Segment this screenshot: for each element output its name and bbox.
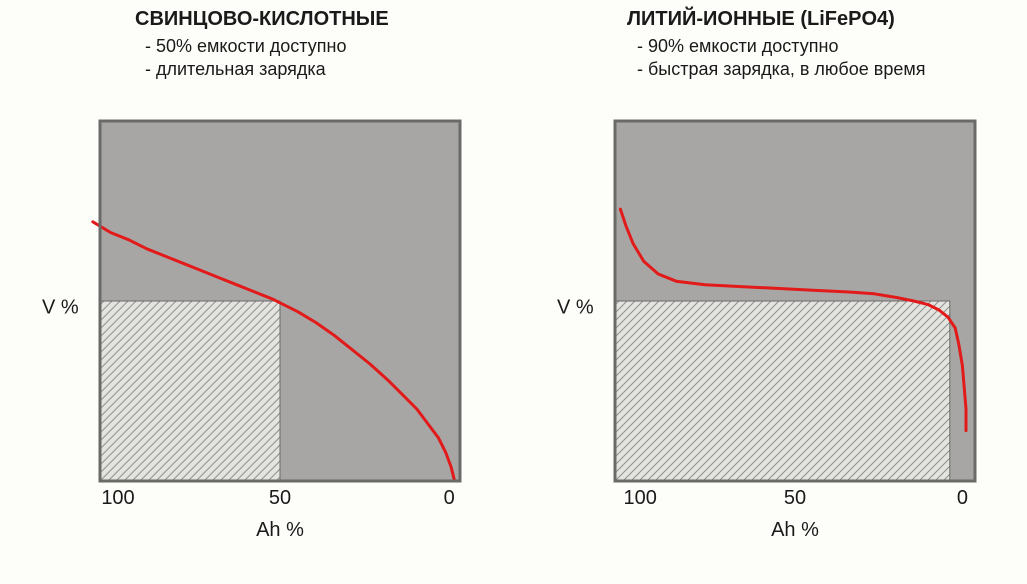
hatch-region xyxy=(100,301,280,481)
x-tick: 100 xyxy=(101,487,134,510)
panel-bullets: - 90% емкости доступно- быстрая зарядка,… xyxy=(637,35,1027,80)
x-tick: 0 xyxy=(957,487,968,510)
x-tick: 0 xyxy=(444,487,455,510)
y-axis-label: V % xyxy=(42,297,79,320)
panel-lead_acid: СВИНЦОВО-КИСЛОТНЫЕ - 50% емкости доступно… xyxy=(0,8,500,80)
panel-bullet: - 50% емкости доступно xyxy=(145,35,500,58)
panel-title: СВИНЦОВО-КИСЛОТНЫЕ xyxy=(135,8,500,31)
x-axis-label: Ah % xyxy=(256,519,304,542)
chart-lead_acid xyxy=(100,121,460,481)
y-axis-label: V % xyxy=(557,297,594,320)
x-tick: 100 xyxy=(624,487,657,510)
chart-lifepo4 xyxy=(615,121,975,481)
panel-bullets: - 50% емкости доступно- длительная заряд… xyxy=(145,35,500,80)
panel-bullet: - 90% емкости доступно xyxy=(637,35,1027,58)
hatch-region xyxy=(615,301,950,481)
x-axis-label: Ah % xyxy=(771,519,819,542)
panel-title: ЛИТИЙ-ИОННЫЕ (LiFePO4) xyxy=(627,8,1027,31)
x-tick: 50 xyxy=(784,487,806,510)
panel-bullet: - быстрая зарядка, в любое время xyxy=(637,58,1027,81)
panel-lifepo4: ЛИТИЙ-ИОННЫЕ (LiFePO4) - 90% емкости дост… xyxy=(540,8,1027,80)
panel-bullet: - длительная зарядка xyxy=(145,58,500,81)
x-tick: 50 xyxy=(269,487,291,510)
